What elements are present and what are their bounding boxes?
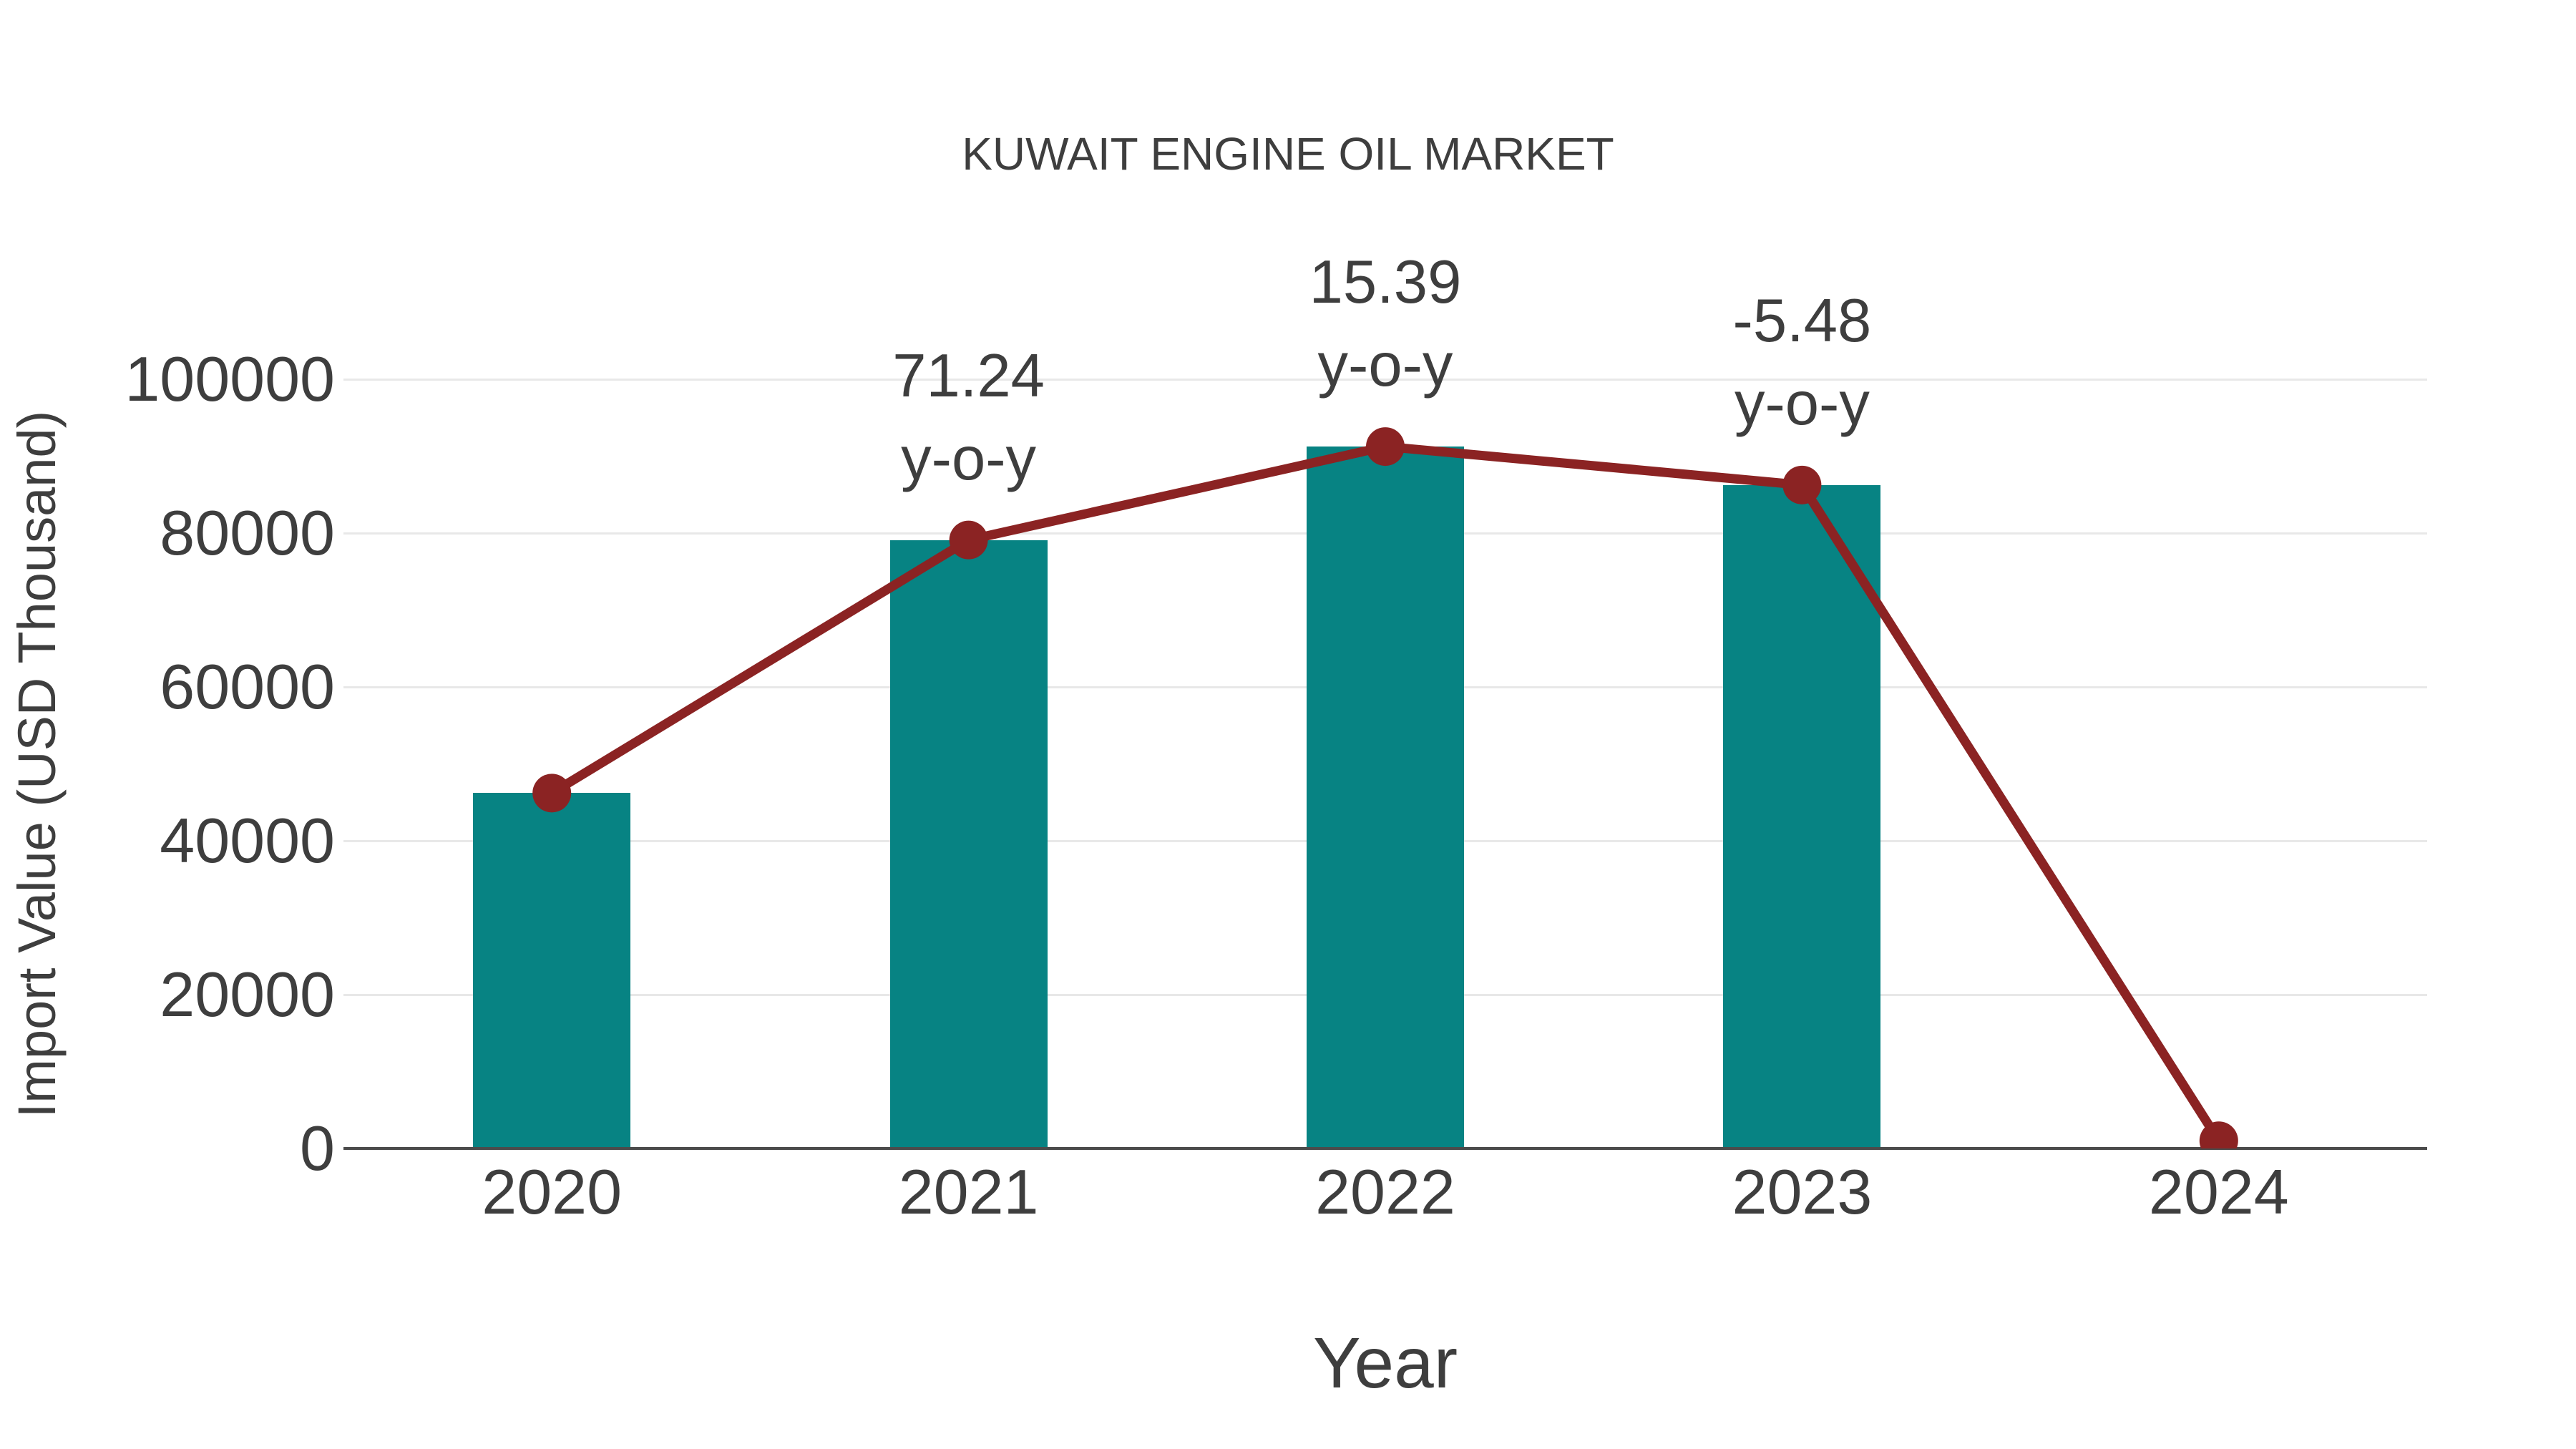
x-tick-label-2024: 2024	[2148, 1156, 2289, 1227]
annotation-suffix: y-o-y	[1734, 369, 1870, 438]
x-tick-label-2023: 2023	[1732, 1156, 1873, 1227]
annotation-2023: -5.48 y-o-y	[1594, 280, 2010, 446]
line-marker-2022	[1366, 427, 1405, 467]
annotation-2022: 15.39 y-o-y	[1177, 241, 1594, 407]
bar-2020	[473, 793, 631, 1148]
y-tick-label-0: 0	[300, 1113, 335, 1184]
x-tick-label-2021: 2021	[898, 1156, 1039, 1227]
plot-area	[343, 379, 2427, 1150]
x-tick-label-2020: 2020	[482, 1156, 623, 1227]
y-tick-label-100000: 100000	[125, 343, 335, 414]
x-axis-line	[343, 1147, 2427, 1150]
gridline-100000	[343, 379, 2427, 381]
trend-line-layer	[532, 427, 2238, 1148]
y-tick-label-80000: 80000	[160, 497, 335, 568]
x-axis-title: Year	[1312, 1323, 1458, 1403]
x-tick-label-2022: 2022	[1315, 1156, 1455, 1227]
bar-2022	[1307, 447, 1464, 1148]
annotation-suffix: y-o-y	[901, 424, 1037, 493]
annotation-value: 71.24	[892, 341, 1045, 410]
bar-2021	[889, 540, 1048, 1148]
trend-line	[549, 441, 2223, 1143]
annotation-value: 15.39	[1309, 248, 1462, 317]
y-tick-label-60000: 60000	[160, 651, 335, 722]
chart-title: KUWAIT ENGINE OIL MARKET	[962, 128, 1614, 180]
y-tick-label-40000: 40000	[160, 805, 335, 876]
annotation-2021: 71.24 y-o-y	[761, 335, 1177, 501]
line-marker-2023	[1782, 465, 1822, 504]
y-tick-label-20000: 20000	[160, 959, 335, 1030]
line-marker-2024	[2199, 1121, 2238, 1148]
line-marker-2021	[949, 520, 988, 560]
line-marker-2020	[532, 774, 572, 813]
annotation-suffix: y-o-y	[1317, 331, 1453, 400]
annotation-value: -5.48	[1732, 286, 1872, 355]
bar-2023	[1723, 484, 1881, 1148]
